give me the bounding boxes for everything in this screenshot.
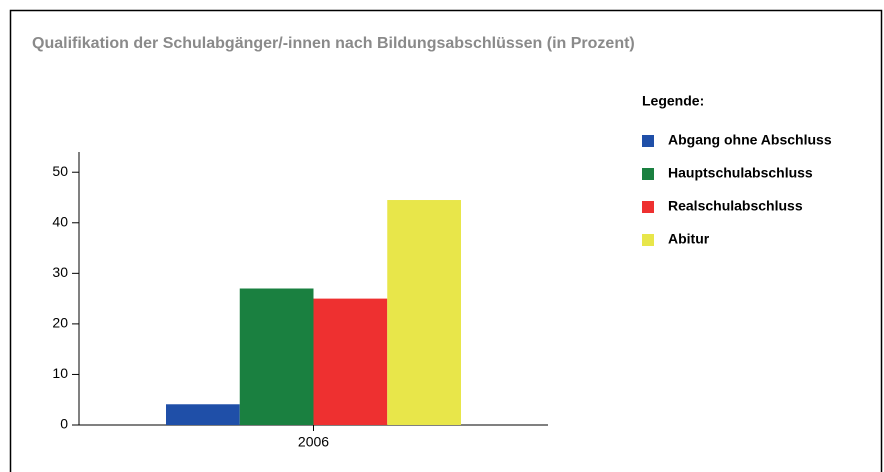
y-tick-label: 40 (52, 213, 68, 229)
chart-title: Qualifikation der Schulabgänger/-innen n… (32, 35, 635, 52)
bar (166, 404, 240, 425)
y-tick-label: 50 (52, 163, 68, 179)
bar (239, 288, 314, 425)
legend-label: Hauptschulabschluss (668, 165, 813, 181)
x-tick-label: 2006 (298, 434, 329, 450)
y-tick-label: 0 (60, 416, 68, 432)
y-tick-label: 10 (52, 365, 68, 381)
legend-swatch (642, 201, 654, 213)
legend-title: Legende: (642, 93, 704, 109)
y-tick-label: 30 (52, 264, 68, 280)
legend-swatch (642, 135, 654, 147)
bar (313, 298, 388, 425)
legend-label: Realschulabschluss (668, 198, 803, 214)
legend-label: Abgang ohne Abschluss (668, 132, 832, 148)
legend-label: Abitur (668, 231, 710, 247)
legend-swatch (642, 234, 654, 246)
bar (387, 200, 461, 425)
legend-swatch (642, 168, 654, 180)
y-tick-label: 20 (52, 315, 68, 331)
